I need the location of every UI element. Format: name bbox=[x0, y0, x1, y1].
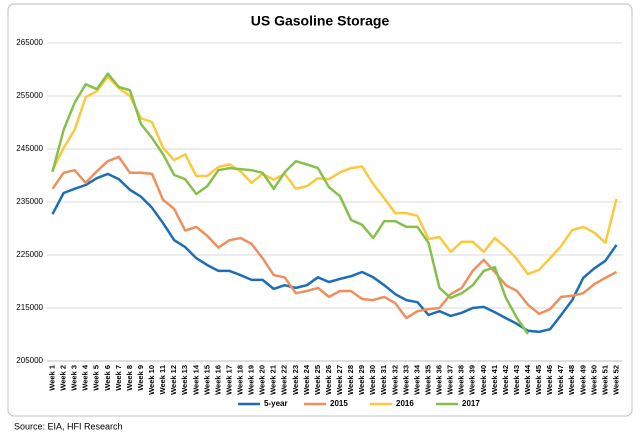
legend-label: 5-year bbox=[264, 399, 288, 408]
x-tick-label: Week 45 bbox=[534, 365, 543, 395]
x-tick-label: Week 26 bbox=[324, 365, 333, 395]
x-tick-label: Week 10 bbox=[147, 365, 156, 395]
x-tick-label: Week 14 bbox=[191, 364, 200, 395]
x-tick-label: Week 18 bbox=[235, 365, 244, 395]
x-tick-label: Week 13 bbox=[180, 365, 189, 395]
y-tick-label: 245000 bbox=[16, 144, 43, 153]
y-tick-label: 265000 bbox=[16, 38, 43, 47]
x-tick-label: Week 8 bbox=[125, 365, 134, 391]
x-tick-label: Week 47 bbox=[556, 365, 565, 395]
x-tick-label: Week 52 bbox=[611, 365, 620, 395]
x-tick-label: Week 31 bbox=[379, 365, 388, 395]
x-tick-label: Week 38 bbox=[457, 365, 466, 395]
x-tick-label: Week 28 bbox=[346, 365, 355, 395]
legend-label: 2015 bbox=[330, 399, 348, 408]
y-tick-label: 205000 bbox=[16, 356, 43, 365]
series-line bbox=[51, 75, 618, 276]
x-tick-label: Week 23 bbox=[291, 365, 300, 395]
y-tick-label: 235000 bbox=[16, 197, 43, 206]
x-tick-label: Week 51 bbox=[600, 365, 609, 395]
x-tick-label: Week 35 bbox=[423, 365, 432, 395]
series-line bbox=[51, 72, 530, 335]
y-tick-label: 255000 bbox=[16, 91, 43, 100]
x-tick-label: Week 33 bbox=[401, 365, 410, 395]
x-tick-label: Week 48 bbox=[567, 365, 576, 395]
x-tick-label: Week 29 bbox=[357, 365, 366, 395]
x-tick-label: Week 36 bbox=[435, 365, 444, 395]
x-tick-label: Week 30 bbox=[368, 365, 377, 395]
y-tick-label: 215000 bbox=[16, 303, 43, 312]
x-tick-label: Week 16 bbox=[213, 365, 222, 395]
legend-label: 2016 bbox=[396, 399, 414, 408]
chart-title: US Gasoline Storage bbox=[251, 13, 390, 29]
y-tick-label: 225000 bbox=[16, 250, 43, 259]
x-tick-label: Week 46 bbox=[545, 365, 554, 395]
x-tick-label: Week 49 bbox=[578, 365, 587, 395]
x-tick-label: Week 41 bbox=[490, 365, 499, 395]
x-tick-label: Week 27 bbox=[335, 365, 344, 395]
x-tick-label: Week 3 bbox=[70, 365, 79, 391]
series-line bbox=[51, 155, 618, 320]
x-tick-label: Week 43 bbox=[512, 365, 521, 395]
x-tick-label: Week 40 bbox=[479, 365, 488, 395]
x-tick-label: Week 22 bbox=[280, 365, 289, 395]
x-tick-label: Week 2 bbox=[59, 365, 68, 391]
x-tick-label: Week 39 bbox=[468, 365, 477, 395]
x-tick-label: Week 21 bbox=[269, 365, 278, 395]
source-note: Source: EIA, HFI Research bbox=[14, 421, 123, 431]
x-tick-label: Week 1 bbox=[48, 365, 57, 391]
x-tick-label: Week 11 bbox=[158, 365, 167, 394]
x-tick-label: Week 24 bbox=[302, 364, 311, 395]
x-tick-label: Week 20 bbox=[258, 365, 267, 395]
x-tick-label: Week 34 bbox=[412, 364, 421, 395]
x-tick-label: Week 17 bbox=[224, 365, 233, 395]
x-tick-label: Week 44 bbox=[523, 364, 532, 395]
x-tick-label: Week 15 bbox=[202, 365, 211, 395]
x-tick-label: Week 4 bbox=[81, 364, 90, 391]
x-tick-label: Week 6 bbox=[103, 365, 112, 391]
x-tick-label: Week 50 bbox=[589, 365, 598, 395]
x-tick-label: Week 7 bbox=[114, 365, 123, 391]
chart-frame bbox=[7, 3, 633, 417]
x-tick-label: Week 19 bbox=[247, 365, 256, 395]
x-tick-label: Week 25 bbox=[313, 365, 322, 395]
legend-label: 2017 bbox=[462, 399, 480, 408]
x-tick-label: Week 37 bbox=[446, 365, 455, 395]
x-tick-label: Week 32 bbox=[390, 365, 399, 395]
x-tick-label: Week 9 bbox=[136, 365, 145, 391]
x-tick-label: Week 5 bbox=[92, 365, 101, 391]
x-tick-label: Week 42 bbox=[501, 365, 510, 395]
x-tick-label: Week 12 bbox=[169, 365, 178, 395]
